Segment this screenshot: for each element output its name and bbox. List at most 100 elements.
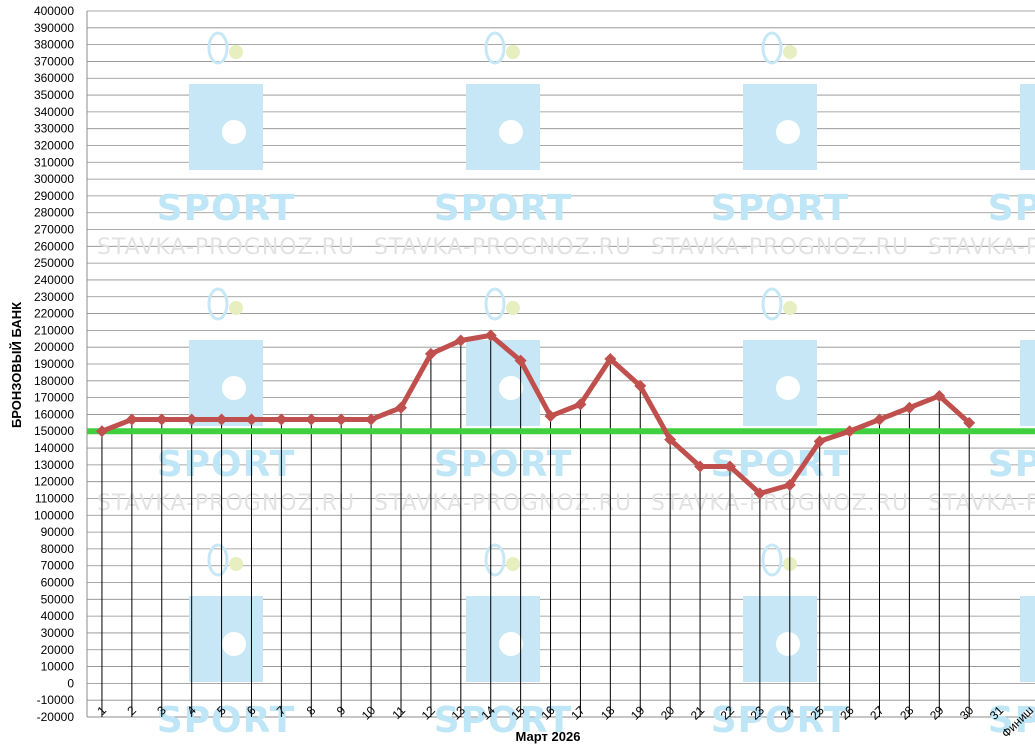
racket-icon (207, 543, 229, 577)
racket-icon (761, 31, 783, 65)
y-tick-label: 240000 (34, 273, 74, 287)
y-tick-label: 90000 (41, 525, 75, 539)
data-point (185, 413, 198, 426)
y-tick-label: 390000 (34, 21, 74, 35)
y-tick-label: 270000 (34, 223, 74, 237)
data-point (484, 329, 497, 342)
y-tick-label: 130000 (34, 458, 74, 472)
data-point (604, 352, 617, 365)
player-head-shape (776, 632, 800, 656)
watermark-brand: SPORT (988, 700, 1035, 741)
racket-icon (207, 287, 229, 321)
y-tick-label: 140000 (34, 441, 74, 455)
watermark-brand: SPORT (711, 188, 850, 229)
y-tick-label: 260000 (34, 239, 74, 253)
y-tick-label: 170000 (34, 391, 74, 405)
watermark-brand: SPORT (711, 700, 850, 741)
y-tick-label: 280000 (34, 206, 74, 220)
racket-icon (761, 287, 783, 321)
x-tick-label: 30 (957, 703, 977, 723)
tennis-ball-icon (506, 557, 520, 571)
tennis-ball-icon (783, 45, 797, 59)
player-head-shape (499, 120, 523, 144)
watermark-brand: SPORT (157, 188, 296, 229)
data-point (933, 389, 946, 402)
data-point (694, 460, 707, 473)
watermark-site: STAVKA-PROGNOZ.RU (374, 235, 632, 260)
data-point (305, 413, 318, 426)
watermark-site: STAVKA-PROGNOZ.RU (928, 747, 1035, 749)
y-tick-label: 210000 (34, 323, 74, 337)
data-point (514, 354, 527, 367)
x-tick-label: 18 (598, 703, 618, 723)
x-tick-label: 28 (897, 703, 917, 723)
y-tick-label: 360000 (34, 71, 74, 85)
y-tick-label: 150000 (34, 424, 74, 438)
tennis-player-icon (1020, 340, 1035, 426)
racket-icon (761, 543, 783, 577)
y-tick-label: 20000 (41, 643, 75, 657)
watermark-brand: SPORT (157, 444, 296, 485)
x-axis-title: Март 2026 (516, 729, 581, 744)
watermark-site: STAVKA-PROGNOZ.RU (97, 747, 355, 749)
data-point (813, 435, 826, 448)
tennis-player-icon (1020, 84, 1035, 170)
watermark-site: STAVKA-PROGNOZ.RU (651, 235, 909, 260)
data-point (155, 413, 168, 426)
watermark-brand: SPORT (434, 188, 573, 229)
racket-icon (484, 287, 506, 321)
x-tick-label: 10 (359, 703, 379, 723)
drop-lines (101, 335, 970, 717)
y-tick-label: 120000 (34, 475, 74, 489)
racket-icon (484, 31, 506, 65)
player-head-shape (222, 120, 246, 144)
data-point (215, 413, 228, 426)
tennis-player-icon (1020, 596, 1035, 682)
data-point (95, 425, 108, 438)
watermark-tile: SPORT STAVKA-PROGNOZ.RU (374, 31, 632, 260)
watermark-tile: SPORT STAVKA-PROGNOZ.RU (651, 31, 909, 260)
watermark: SPORT STAVKA-PROGNOZ.RU SPORT STAVKA-PROGNO… (97, 31, 1035, 749)
y-tick-label: 250000 (34, 256, 74, 270)
x-tick-label: 20 (658, 703, 678, 723)
racket-icon (207, 31, 229, 65)
y-tick-label: -20000 (37, 710, 75, 724)
data-point (783, 479, 796, 492)
data-point (843, 425, 856, 438)
y-tick-label: 80000 (41, 542, 75, 556)
series-line (95, 329, 976, 500)
data-point (454, 334, 467, 347)
data-point (424, 347, 437, 360)
y-tick-label: 310000 (34, 155, 74, 169)
data-point (873, 413, 886, 426)
y-tick-label: 230000 (34, 290, 74, 304)
tennis-ball-icon (506, 45, 520, 59)
y-tick-label: 320000 (34, 138, 74, 152)
y-tick-label: 10000 (41, 660, 75, 674)
y-tick-label: 340000 (34, 105, 74, 119)
data-point (544, 410, 557, 423)
data-point (723, 460, 736, 473)
tennis-ball-icon (229, 301, 243, 315)
watermark-site: STAVKA-PROGNOZ.RU (928, 235, 1035, 260)
y-tick-label: 200000 (34, 340, 74, 354)
y-tick-label: 100000 (34, 508, 74, 522)
watermark-brand: SPORT (434, 700, 573, 741)
tennis-ball-icon (229, 557, 243, 571)
data-point (245, 413, 258, 426)
watermark-site: STAVKA-PROGNOZ.RU (374, 747, 632, 749)
y-axis-title: БРОНЗОВЫЙ БАНК (9, 302, 24, 428)
watermark-site: STAVKA-PROGNOZ.RU (651, 491, 909, 516)
y-tick-label: 330000 (34, 122, 74, 136)
y-tick-label: 40000 (41, 609, 75, 623)
data-point (275, 413, 288, 426)
player-head-shape (499, 632, 523, 656)
watermark-tile: SPORT STAVKA-PROGNOZ.RU (374, 543, 632, 749)
y-tick-label: 50000 (41, 592, 75, 606)
data-point (753, 487, 766, 500)
